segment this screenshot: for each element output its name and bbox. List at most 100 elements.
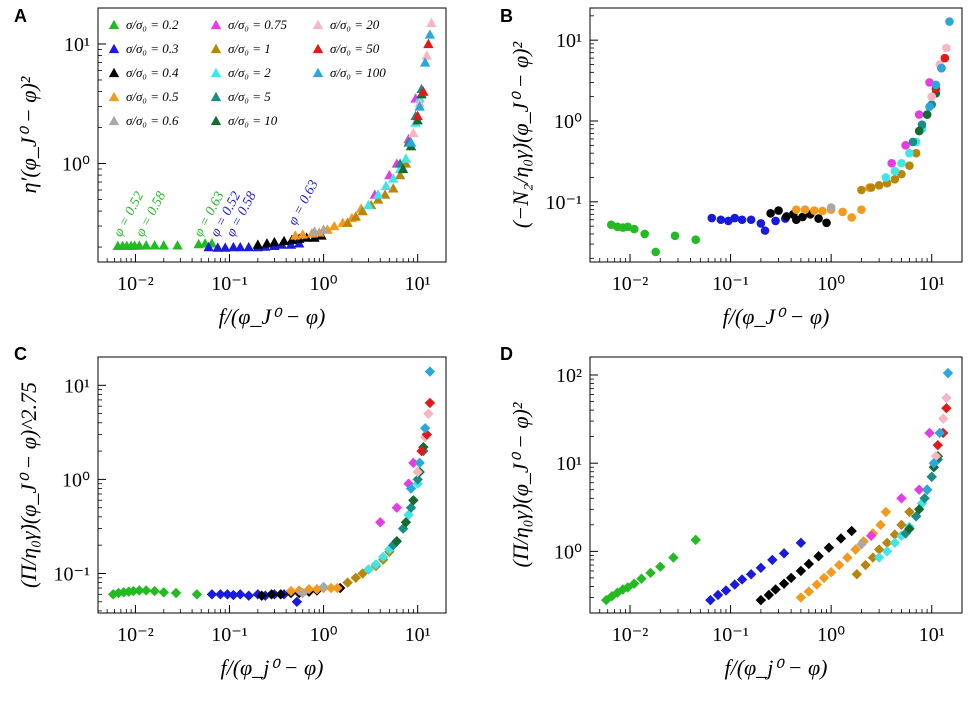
legend-label: σ/σ₀ = 50 bbox=[330, 41, 380, 56]
series-s50 bbox=[932, 403, 952, 451]
data-point bbox=[707, 213, 717, 223]
series-s0.5 bbox=[795, 506, 892, 603]
data-point bbox=[206, 589, 218, 600]
data-point bbox=[867, 552, 879, 563]
series-s0.75 bbox=[865, 427, 935, 542]
data-point bbox=[847, 213, 856, 222]
data-point bbox=[745, 569, 757, 580]
series-s0.2 bbox=[601, 534, 701, 606]
minor-ticks bbox=[590, 15, 928, 262]
x-tick-label: 10⁰ bbox=[817, 273, 845, 295]
data-point bbox=[215, 589, 226, 600]
y-tick-label: 10² bbox=[556, 365, 582, 387]
data-point bbox=[261, 238, 273, 248]
data-point bbox=[851, 569, 863, 580]
data-point bbox=[904, 523, 915, 535]
data-point bbox=[424, 29, 436, 39]
data-point bbox=[763, 589, 775, 601]
series-s0.6 bbox=[309, 224, 329, 236]
data-point bbox=[128, 585, 139, 597]
data-point bbox=[691, 235, 701, 244]
x-axis-label: f/(φ_j⁰ − φ) bbox=[221, 655, 324, 680]
data-point bbox=[222, 589, 233, 600]
data-point bbox=[889, 529, 901, 540]
data-point bbox=[269, 236, 280, 247]
data-point bbox=[857, 185, 866, 195]
x-tick-label: 10⁻¹ bbox=[211, 273, 248, 295]
data-point bbox=[905, 161, 914, 170]
data-point bbox=[690, 534, 701, 546]
y-tick-label: 10¹ bbox=[64, 34, 90, 56]
data-point bbox=[668, 552, 679, 563]
data-point bbox=[838, 207, 847, 217]
legend-marker bbox=[108, 43, 120, 54]
data-point bbox=[293, 585, 305, 596]
data-point bbox=[896, 493, 907, 504]
data-point bbox=[774, 206, 783, 215]
data-point bbox=[791, 215, 801, 225]
x-tick-label: 10⁻¹ bbox=[712, 273, 749, 295]
data-point bbox=[810, 206, 819, 215]
data-point bbox=[140, 240, 152, 250]
x-tick-label: 10⁻² bbox=[612, 624, 649, 646]
data-point bbox=[149, 240, 160, 250]
data-point bbox=[285, 239, 297, 249]
data-point bbox=[908, 137, 918, 147]
data-point bbox=[737, 215, 747, 225]
data-point bbox=[419, 57, 431, 67]
data-point bbox=[252, 239, 264, 249]
data-point bbox=[822, 218, 831, 228]
x-tick-label: 10⁻¹ bbox=[211, 624, 248, 646]
series-s0.3 bbox=[705, 537, 807, 606]
legend-marker bbox=[312, 43, 324, 54]
legend-label: σ/σ₀ = 0.5 bbox=[126, 89, 179, 104]
data-point bbox=[158, 587, 169, 598]
data-point bbox=[825, 567, 837, 578]
data-point bbox=[927, 92, 937, 101]
data-point bbox=[243, 590, 254, 601]
data-point bbox=[856, 539, 867, 550]
series-s50 bbox=[412, 38, 434, 121]
data-point bbox=[925, 102, 934, 112]
data-point bbox=[724, 216, 733, 226]
panel-a: A 10⁻² 10⁻¹ 10⁰ 10¹ 10⁰ 10¹ f/(φ_J⁰ − φ) η′(φ_J⁰… bbox=[14, 6, 447, 329]
data-point bbox=[421, 50, 432, 60]
data-point bbox=[329, 220, 340, 231]
y-axis-label: (Π/η₀γ̇)(φ_J⁰ − φ)² bbox=[508, 402, 533, 567]
data-point bbox=[670, 231, 680, 241]
y-axis-label: η′(φ_J⁰ − φ)² bbox=[16, 76, 41, 193]
data-point bbox=[846, 525, 857, 537]
data-point bbox=[285, 585, 297, 597]
data-point bbox=[400, 153, 412, 163]
y-tick-label: 10¹ bbox=[556, 30, 582, 52]
data-point bbox=[318, 224, 329, 234]
data-point bbox=[645, 567, 656, 579]
data-point bbox=[388, 183, 399, 193]
series-s1 bbox=[342, 140, 417, 227]
data-point bbox=[107, 589, 119, 600]
data-point bbox=[818, 572, 830, 584]
data-point bbox=[651, 247, 660, 257]
data-point bbox=[408, 457, 419, 469]
legend-label: σ/σ₀ = 100 bbox=[330, 65, 386, 80]
data-point bbox=[228, 589, 239, 601]
data-point bbox=[379, 189, 391, 199]
data-point bbox=[842, 552, 853, 563]
data-point bbox=[890, 174, 900, 184]
data-point bbox=[833, 559, 845, 571]
data-point bbox=[212, 242, 223, 252]
data-point bbox=[412, 466, 423, 478]
data-point bbox=[149, 585, 160, 597]
data-point bbox=[800, 205, 810, 214]
data-point bbox=[243, 241, 254, 252]
series-s100 bbox=[925, 17, 954, 112]
data-point bbox=[191, 589, 203, 600]
data-point bbox=[865, 530, 877, 542]
legend-label: σ/σ₀ = 0.6 bbox=[126, 113, 179, 128]
series-s2 bbox=[363, 478, 423, 575]
series-s1 bbox=[857, 148, 921, 195]
data-point bbox=[931, 80, 941, 90]
data-point bbox=[405, 502, 417, 513]
x-tick-label: 10⁻² bbox=[117, 273, 154, 295]
data-point bbox=[716, 215, 726, 225]
